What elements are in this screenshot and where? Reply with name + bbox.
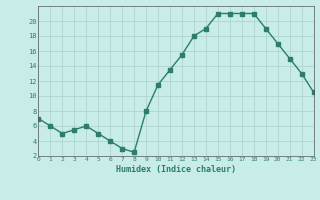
X-axis label: Humidex (Indice chaleur): Humidex (Indice chaleur) <box>116 165 236 174</box>
